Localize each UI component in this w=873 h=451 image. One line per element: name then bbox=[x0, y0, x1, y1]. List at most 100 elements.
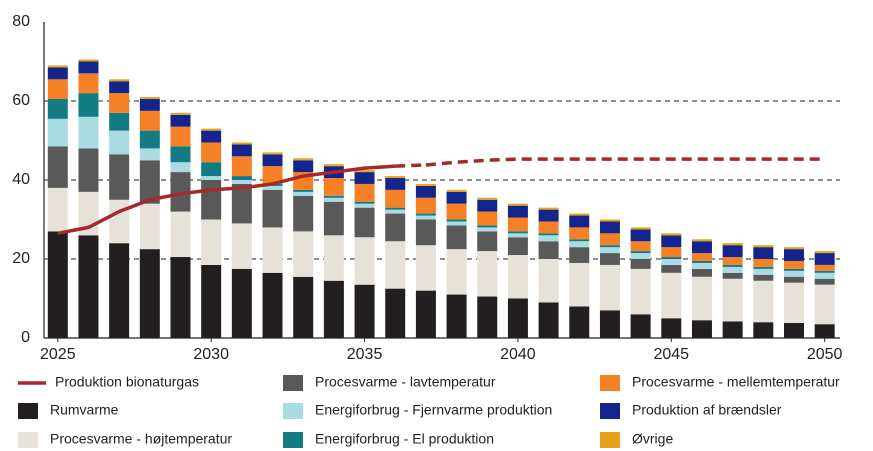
bar-segment bbox=[415, 185, 436, 198]
bar-segment bbox=[354, 183, 375, 202]
bar-segment bbox=[691, 262, 712, 269]
bar-segment bbox=[446, 191, 467, 204]
bar-segment bbox=[446, 219, 467, 222]
bar-segment bbox=[231, 180, 252, 184]
bar-segment bbox=[109, 154, 130, 200]
bar-segment bbox=[385, 288, 406, 338]
bar-segment bbox=[231, 223, 252, 269]
bar-segment bbox=[599, 221, 620, 234]
bar-segment bbox=[783, 247, 804, 250]
bar-segment bbox=[661, 257, 682, 259]
bar-segment bbox=[262, 189, 283, 228]
bar-segment bbox=[170, 146, 191, 163]
bar-segment bbox=[415, 197, 436, 214]
x-tick-label: 2045 bbox=[653, 346, 689, 363]
bar-segment bbox=[691, 253, 712, 261]
bar-segment bbox=[507, 298, 528, 338]
x-tick-label: 2030 bbox=[193, 346, 229, 363]
bar-segment bbox=[446, 203, 467, 220]
bar-segment bbox=[630, 253, 651, 259]
bar-segment bbox=[385, 241, 406, 289]
bar-segment bbox=[783, 322, 804, 338]
bar-segment bbox=[753, 245, 774, 248]
bar-segment bbox=[722, 243, 743, 246]
bar-segment bbox=[201, 176, 222, 180]
bar-segment bbox=[139, 203, 160, 250]
bar-segment bbox=[78, 235, 99, 338]
bar-segment bbox=[753, 247, 774, 259]
bar-segment bbox=[201, 180, 222, 220]
bar-segment bbox=[354, 284, 375, 338]
bar-segment bbox=[722, 257, 743, 265]
bar-segment bbox=[477, 197, 498, 200]
bar-segment bbox=[753, 259, 774, 267]
legend-label: Procesvarme - mellemtemperatur bbox=[632, 374, 840, 390]
bar-segment bbox=[722, 264, 743, 267]
bar-segment bbox=[415, 290, 436, 338]
bar-segment bbox=[415, 183, 436, 186]
bar-segment bbox=[293, 195, 314, 232]
bar-segment bbox=[507, 255, 528, 299]
bar-segment bbox=[691, 260, 712, 263]
bar-segment bbox=[139, 249, 160, 338]
bar-segment bbox=[814, 324, 835, 338]
legend-swatch bbox=[283, 432, 303, 448]
bar-segment bbox=[262, 152, 283, 155]
legend-swatch bbox=[600, 375, 620, 391]
bar-segment bbox=[538, 235, 559, 242]
bar-segment bbox=[109, 112, 130, 131]
bar-segment bbox=[231, 142, 252, 145]
bar-segment bbox=[446, 189, 467, 192]
bar-segment bbox=[569, 239, 590, 242]
bar-segment bbox=[170, 162, 191, 173]
bar-segment bbox=[569, 306, 590, 338]
bar-segment bbox=[415, 219, 436, 246]
bar-segment bbox=[477, 231, 498, 252]
bar-segment bbox=[415, 215, 436, 220]
bar-segment bbox=[477, 211, 498, 226]
bar-segment bbox=[722, 266, 743, 273]
bar-segment bbox=[323, 195, 344, 198]
bar-segment bbox=[78, 59, 99, 62]
bar-segment bbox=[691, 268, 712, 277]
bar-segment bbox=[293, 160, 314, 173]
bar-segment bbox=[231, 268, 252, 338]
bar-segment bbox=[507, 203, 528, 206]
bar-segment bbox=[630, 227, 651, 230]
bar-segment bbox=[109, 199, 130, 244]
bar-segment bbox=[385, 213, 406, 242]
bar-segment bbox=[661, 264, 682, 273]
legend-label: Rumvarme bbox=[50, 402, 119, 418]
bar-segment bbox=[139, 160, 160, 204]
bar-segment bbox=[569, 215, 590, 228]
bar-segment bbox=[415, 213, 436, 216]
y-tick-label: 0 bbox=[21, 329, 30, 346]
bar-segment bbox=[661, 235, 682, 248]
bar-segment bbox=[109, 79, 130, 82]
bar-segment bbox=[170, 112, 191, 115]
bar-segment bbox=[47, 67, 68, 80]
bar-segment bbox=[538, 221, 559, 234]
legend-label: Energiforbrug - El produktion bbox=[315, 431, 494, 447]
bar-segment bbox=[109, 93, 130, 113]
bar-segment bbox=[47, 79, 68, 100]
bar-segment bbox=[691, 241, 712, 254]
bar-segment bbox=[599, 247, 620, 254]
bar-segment bbox=[354, 207, 375, 238]
bar-segment bbox=[814, 251, 835, 254]
bar-segment bbox=[139, 97, 160, 100]
bar-segment bbox=[599, 310, 620, 338]
bar-segment bbox=[78, 116, 99, 149]
bar-segment bbox=[507, 231, 528, 234]
bar-segment bbox=[661, 259, 682, 265]
legend-label: Procesvarme - lavtemperatur bbox=[315, 374, 496, 390]
bar-segment bbox=[691, 276, 712, 321]
bar-segment bbox=[354, 170, 375, 173]
bar-segment bbox=[661, 247, 682, 258]
bar-segment bbox=[139, 148, 160, 161]
bar-segment bbox=[323, 197, 344, 202]
bar-segment bbox=[753, 322, 774, 338]
bar-segment bbox=[477, 199, 498, 212]
bar-segment bbox=[139, 99, 160, 111]
bar-segment bbox=[722, 321, 743, 338]
